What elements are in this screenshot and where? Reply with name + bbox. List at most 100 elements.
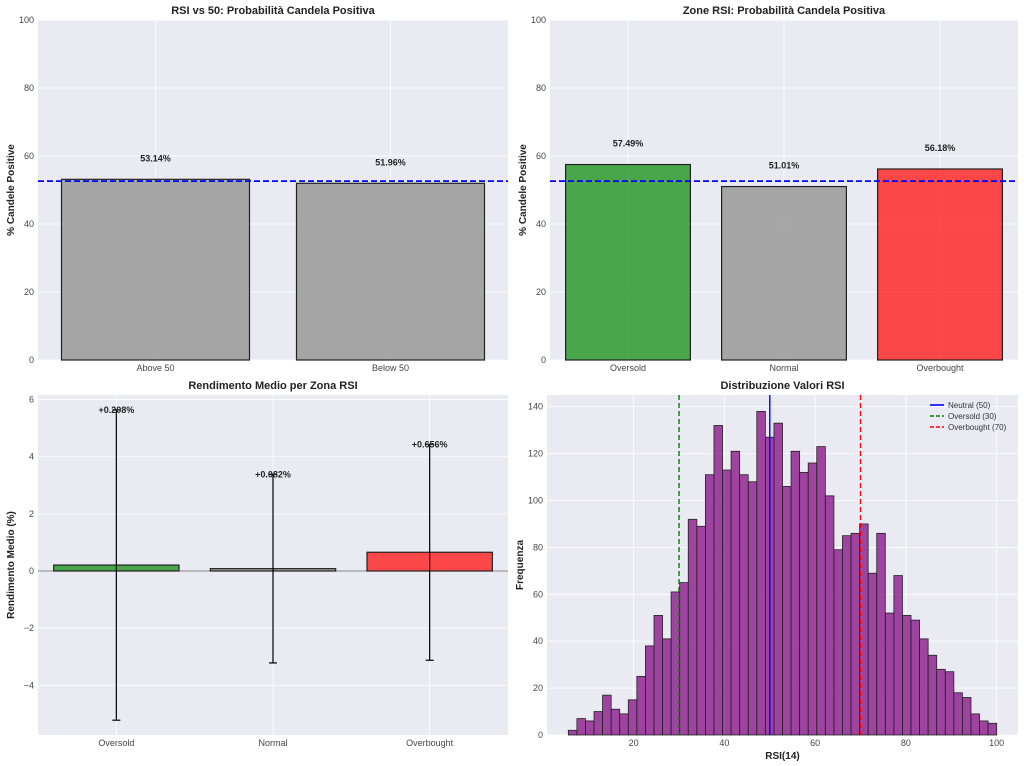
y-tick-label: 6 <box>29 395 34 405</box>
subplot-1: 0 20 40 60 80 100 Above 50 Below 50 RSI vs 50: P… <box>6 5 508 373</box>
histogram-bar <box>876 532 886 736</box>
y-tick-label: 80 <box>536 83 546 93</box>
y-tick-label: 0 <box>29 355 34 365</box>
y-axis-label: % Candele Positive <box>518 144 529 236</box>
x-tick-label: 60 <box>810 738 820 748</box>
y-tick-label: 80 <box>24 83 34 93</box>
data-label: 53.14% <box>140 153 171 163</box>
y-axis-label: % Candele Positive <box>6 144 17 236</box>
subplot-3: −4 −2 0 2 4 6 Oversold Normal Overbought Rendimen… <box>6 380 508 748</box>
y-tick-label: 60 <box>536 151 546 161</box>
histogram-bar <box>970 713 980 736</box>
y-tick-label: 140 <box>528 402 543 412</box>
legend-label: Neutral (50) <box>948 401 991 410</box>
x-tick-label: Below 50 <box>372 363 409 373</box>
legend-label: Oversold (30) <box>948 412 997 421</box>
histogram-bar <box>593 711 603 736</box>
y-tick-label: 0 <box>29 566 34 576</box>
histogram-bar <box>902 615 912 736</box>
data-label: 57.49% <box>613 139 644 149</box>
histogram-bar <box>713 425 723 736</box>
legend: Neutral (50) Oversold (30) Overbought (70) <box>930 401 1007 432</box>
bar-overbought <box>876 168 1003 361</box>
histogram-bar <box>850 532 861 736</box>
y-tick-label: 100 <box>531 15 546 25</box>
x-tick-label: Overbought <box>406 738 454 748</box>
histogram-bar <box>884 612 895 736</box>
histogram-bar <box>790 450 801 736</box>
histogram-bar <box>653 615 663 736</box>
histogram-bar <box>842 535 852 736</box>
chart-title: Rendimento Medio per Zona RSI <box>188 380 357 392</box>
x-tick-label: Oversold <box>98 738 134 748</box>
y-axis-label: Rendimento Medio (%) <box>6 511 17 619</box>
histogram-bar <box>704 474 715 736</box>
x-tick-label: Above 50 <box>136 363 174 373</box>
histogram-bar <box>816 446 826 736</box>
y-tick-label: 100 <box>19 15 34 25</box>
histogram-bar <box>602 694 612 736</box>
histogram-bar <box>619 713 629 736</box>
data-label: +0.656% <box>412 439 448 449</box>
histogram-bar <box>610 708 621 736</box>
x-tick-label: Oversold <box>610 363 646 373</box>
x-tick-label: 100 <box>989 738 1004 748</box>
histogram-bar <box>773 422 783 736</box>
y-tick-label: −2 <box>24 623 34 633</box>
y-tick-label: 80 <box>533 542 543 552</box>
histogram-bar <box>585 720 595 736</box>
y-tick-label: 120 <box>528 449 543 459</box>
x-axis-label: RSI(14) <box>765 751 799 762</box>
y-tick-label: 40 <box>24 219 34 229</box>
histogram-bar <box>807 462 818 736</box>
histogram-bar <box>636 675 646 736</box>
y-tick-label: 20 <box>24 287 34 297</box>
histogram-bar <box>953 692 963 736</box>
histogram-bar <box>722 469 732 736</box>
histogram-bar <box>799 471 809 736</box>
y-tick-label: 20 <box>533 683 543 693</box>
histogram-bar <box>739 474 749 736</box>
x-tick-label: Normal <box>258 738 287 748</box>
histogram-bar <box>576 718 586 736</box>
y-axis-label: Frequenza <box>515 540 526 590</box>
bar-normal <box>720 185 847 361</box>
histogram-bar <box>782 486 792 736</box>
histogram-bar <box>979 720 989 736</box>
y-tick-label: 40 <box>533 636 543 646</box>
y-tick-label: 20 <box>536 287 546 297</box>
histogram-bar <box>833 549 843 736</box>
y-tick-label: 60 <box>24 151 34 161</box>
chart-title: Distribuzione Valori RSI <box>720 380 844 392</box>
data-label: +0.082% <box>255 469 291 479</box>
histogram-bar <box>962 697 972 736</box>
subplot-4: 0 20 40 60 80 100 120 140 20 40 60 80 100 Distribuzio… <box>515 380 1018 762</box>
x-tick-label: Overbought <box>916 363 964 373</box>
histogram-bar <box>679 582 689 736</box>
bar-below-50 <box>295 182 486 361</box>
x-tick-label: 20 <box>629 738 639 748</box>
y-tick-label: 2 <box>29 509 34 519</box>
y-tick-label: 100 <box>528 496 543 506</box>
histogram-bar <box>627 699 638 736</box>
histogram-bar <box>645 645 655 736</box>
x-tick-label: Normal <box>769 363 798 373</box>
histogram-bar <box>687 518 698 736</box>
y-tick-label: 0 <box>538 730 543 740</box>
y-tick-label: −4 <box>24 680 34 690</box>
histogram-bar <box>730 450 741 736</box>
y-tick-label: 40 <box>536 219 546 229</box>
x-tick-label: 80 <box>901 738 911 748</box>
y-tick-label: 60 <box>533 589 543 599</box>
histogram-bar <box>919 638 929 736</box>
chart-title: RSI vs 50: Probabilità Candela Positiva <box>171 5 375 17</box>
histogram-bar <box>662 638 672 736</box>
bar-above-50 <box>60 178 251 361</box>
subplot-2: 0 20 40 60 80 100 Oversold Normal Overbought Zone… <box>518 5 1018 373</box>
data-label: +0.208% <box>98 405 134 415</box>
histogram-bar <box>910 619 920 736</box>
histogram-bar <box>747 481 758 736</box>
histogram-bar <box>936 668 946 736</box>
histogram-bar <box>893 575 903 736</box>
data-label: 51.01% <box>769 161 800 171</box>
